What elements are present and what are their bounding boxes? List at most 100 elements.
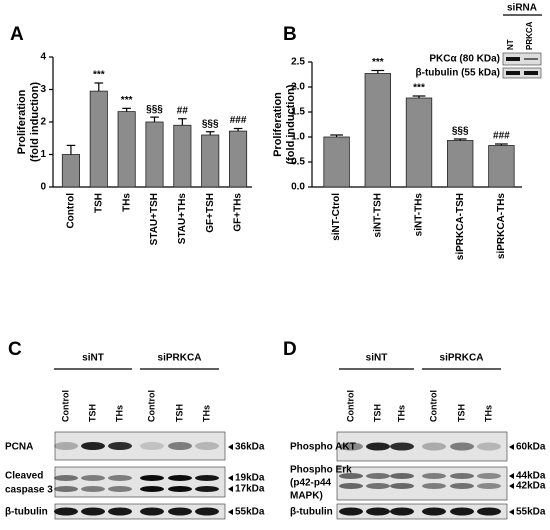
row-label: β-tubulin [5, 507, 48, 518]
band [366, 507, 390, 516]
band [339, 442, 363, 451]
band [140, 475, 164, 481]
y-tick-label: 2.5 [291, 57, 305, 68]
bar [447, 140, 474, 188]
marker-arrow [228, 444, 233, 450]
panel-label: D [283, 339, 297, 360]
band [195, 507, 219, 516]
size-marker: 19kDa [235, 473, 265, 484]
band [450, 483, 474, 489]
error-bar [122, 107, 131, 112]
lane-label: THs [114, 405, 124, 422]
significance-label: §§§ [202, 118, 219, 129]
error-bar [371, 69, 385, 74]
panel-label: C [8, 339, 22, 360]
marker-arrow [509, 483, 514, 489]
row-label: MAPK) [290, 491, 323, 502]
band [339, 507, 363, 516]
lane-label: TSH [87, 404, 97, 422]
error-bar [453, 138, 467, 141]
x-tick-label: Control [66, 193, 77, 229]
inset-band [506, 57, 520, 61]
band [140, 486, 164, 492]
band [54, 442, 78, 450]
error-bar [178, 118, 187, 126]
bar [488, 145, 515, 188]
y-tick-label: 0.0 [291, 182, 305, 193]
band [81, 475, 105, 481]
significance-label: §§§ [452, 126, 469, 137]
band [422, 473, 446, 479]
y-tick-label: 3 [40, 84, 46, 95]
marker-arrow [228, 509, 233, 515]
lane-label: Control [428, 390, 438, 422]
group-label: siNT [82, 353, 104, 364]
band [195, 475, 219, 481]
band [366, 483, 390, 489]
band [422, 442, 446, 451]
band [477, 473, 501, 479]
band [422, 483, 446, 489]
size-marker: 44kDa [516, 471, 546, 482]
bar [145, 121, 164, 188]
band [81, 486, 105, 492]
band [339, 483, 363, 489]
y-tick-label: 1 [40, 149, 46, 160]
inset-row-label: β-tubulin (55 kDa) [416, 68, 500, 79]
significance-label: *** [372, 57, 384, 68]
group-label: siPRKCA [440, 353, 484, 364]
y-axis-title: Proliferation [16, 89, 28, 154]
band [168, 486, 192, 492]
x-tick-label: STAU+TSH [149, 193, 160, 245]
band [339, 473, 363, 479]
lane-label: Control [345, 390, 355, 422]
y-axis-title: (fold induction) [285, 84, 297, 164]
marker-arrow [509, 473, 514, 479]
band [108, 442, 132, 450]
error-bar [330, 134, 343, 137]
band [81, 507, 105, 516]
band [140, 507, 164, 516]
lane-label: THs [396, 405, 406, 422]
band [390, 442, 414, 451]
error-bar [412, 95, 426, 98]
band [195, 442, 219, 450]
size-marker: 17kDa [235, 484, 265, 495]
marker-arrow [509, 444, 514, 450]
size-marker: 42kDa [516, 481, 546, 492]
band [477, 483, 501, 489]
error-bar [94, 82, 104, 92]
inset-header: siRNA [507, 3, 537, 14]
panel-label: B [283, 24, 297, 45]
bar [405, 97, 433, 188]
error-bar [150, 116, 159, 122]
marker-arrow [228, 475, 233, 481]
x-tick-label: siNT-TSH [372, 193, 383, 237]
band [366, 442, 390, 451]
blot-strip [54, 466, 226, 498]
inset-band [524, 71, 538, 75]
x-tick-label: siPRKCA-TSH [455, 193, 466, 260]
significance-label: §§§ [146, 104, 163, 115]
inset-band [506, 71, 520, 75]
x-tick-label: GF+TSH [205, 193, 216, 233]
bar [61, 154, 80, 188]
significance-label: *** [413, 83, 425, 94]
error-bar [205, 131, 215, 135]
row-label: caspase 3 [5, 485, 53, 496]
y-tick-label: 1.5 [291, 107, 305, 118]
band [450, 442, 474, 451]
band [168, 475, 192, 481]
x-tick-label: siNT-Ctrol [331, 193, 342, 241]
bar [229, 130, 248, 188]
size-marker: 55kDa [235, 507, 265, 518]
inset-lane-label: NT [506, 39, 515, 50]
lane-label: TSH [456, 404, 466, 422]
band [390, 473, 414, 479]
group-label: siPRKCA [158, 353, 202, 364]
y-axis-title: (fold induction) [29, 82, 41, 162]
row-label: (p42-p44 [290, 478, 332, 489]
row-label: Phospho Erk [290, 465, 352, 476]
lane-label: THs [483, 405, 493, 422]
lane-label: TSH [372, 404, 382, 422]
